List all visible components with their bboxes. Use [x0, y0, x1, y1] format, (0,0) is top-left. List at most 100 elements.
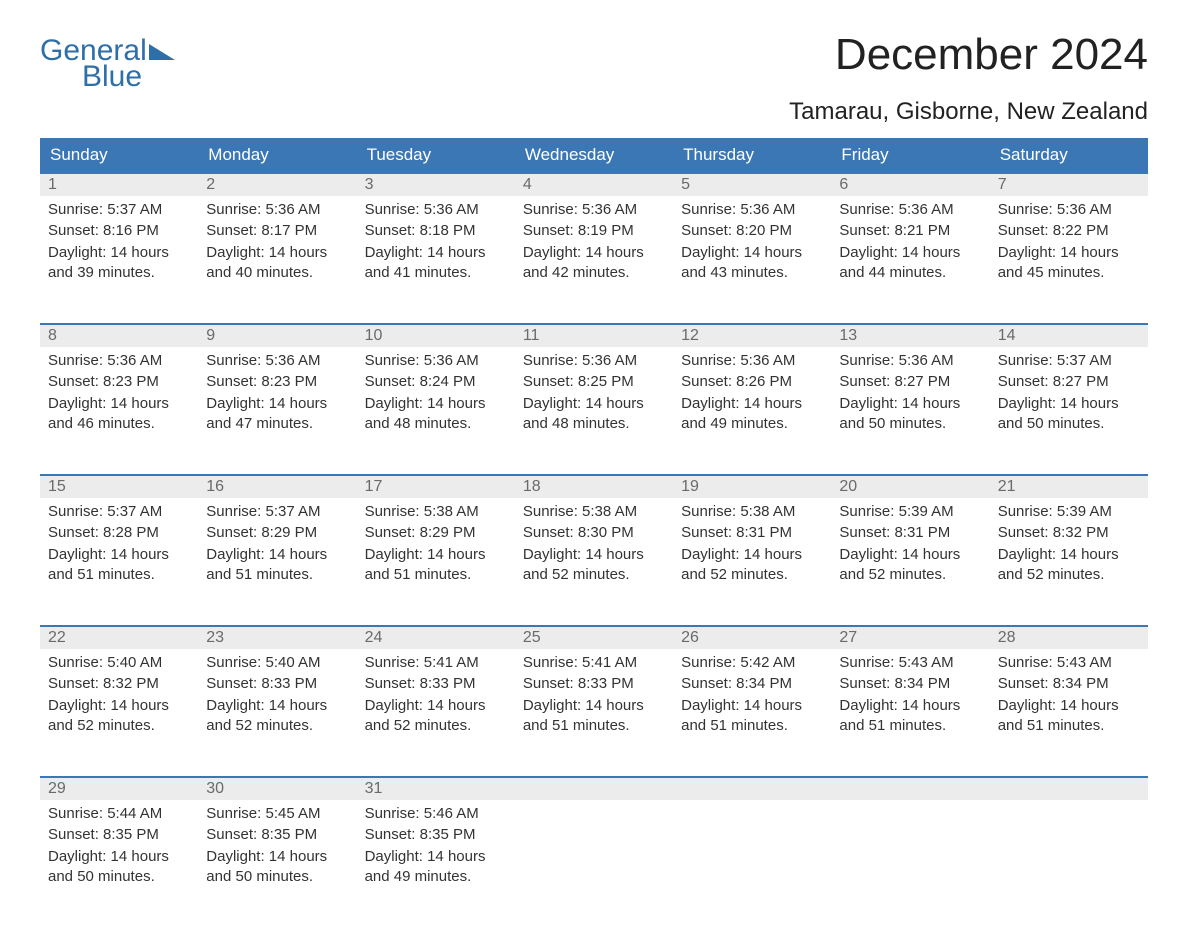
day-number: 1	[40, 173, 198, 196]
sunset-line: Sunset: 8:20 PM	[681, 221, 823, 241]
daylight-line: Daylight: 14 hours and 52 minutes.	[681, 545, 823, 586]
sunset-line: Sunset: 8:22 PM	[998, 221, 1140, 241]
sunrise-line: Sunrise: 5:39 AM	[839, 502, 981, 522]
day-cell: Sunrise: 5:39 AMSunset: 8:32 PMDaylight:…	[990, 498, 1148, 626]
logo-triangle-icon	[149, 44, 175, 60]
sunset-line: Sunset: 8:21 PM	[839, 221, 981, 241]
weekday-header: Wednesday	[515, 138, 673, 173]
sunrise-line: Sunrise: 5:38 AM	[681, 502, 823, 522]
day-details: Sunrise: 5:36 AMSunset: 8:20 PMDaylight:…	[673, 196, 831, 294]
day-cell: Sunrise: 5:36 AMSunset: 8:17 PMDaylight:…	[198, 196, 356, 324]
day-number: 8	[40, 324, 198, 347]
sunrise-line: Sunrise: 5:40 AM	[48, 653, 190, 673]
daylight-line: Daylight: 14 hours and 46 minutes.	[48, 394, 190, 435]
sunrise-line: Sunrise: 5:36 AM	[839, 200, 981, 220]
daylight-line: Daylight: 14 hours and 43 minutes.	[681, 243, 823, 284]
daylight-line: Daylight: 14 hours and 48 minutes.	[365, 394, 507, 435]
day-cell: Sunrise: 5:36 AMSunset: 8:21 PMDaylight:…	[831, 196, 989, 324]
day-cell: Sunrise: 5:40 AMSunset: 8:32 PMDaylight:…	[40, 649, 198, 777]
day-cell: Sunrise: 5:37 AMSunset: 8:28 PMDaylight:…	[40, 498, 198, 626]
daylight-line: Daylight: 14 hours and 40 minutes.	[206, 243, 348, 284]
sunset-line: Sunset: 8:32 PM	[48, 674, 190, 694]
day-cell: Sunrise: 5:39 AMSunset: 8:31 PMDaylight:…	[831, 498, 989, 626]
day-cell: Sunrise: 5:46 AMSunset: 8:35 PMDaylight:…	[357, 800, 515, 928]
day-body-row: Sunrise: 5:44 AMSunset: 8:35 PMDaylight:…	[40, 800, 1148, 928]
day-number	[831, 777, 989, 800]
daylight-line: Daylight: 14 hours and 49 minutes.	[365, 847, 507, 888]
sunset-line: Sunset: 8:31 PM	[839, 523, 981, 543]
day-details: Sunrise: 5:36 AMSunset: 8:19 PMDaylight:…	[515, 196, 673, 294]
daylight-line: Daylight: 14 hours and 50 minutes.	[48, 847, 190, 888]
day-details: Sunrise: 5:36 AMSunset: 8:21 PMDaylight:…	[831, 196, 989, 294]
day-details: Sunrise: 5:39 AMSunset: 8:32 PMDaylight:…	[990, 498, 1148, 596]
sunset-line: Sunset: 8:34 PM	[998, 674, 1140, 694]
sunrise-line: Sunrise: 5:36 AM	[48, 351, 190, 371]
sunset-line: Sunset: 8:33 PM	[365, 674, 507, 694]
daylight-line: Daylight: 14 hours and 51 minutes.	[998, 696, 1140, 737]
sunrise-line: Sunrise: 5:41 AM	[365, 653, 507, 673]
sunset-line: Sunset: 8:29 PM	[206, 523, 348, 543]
day-body-row: Sunrise: 5:36 AMSunset: 8:23 PMDaylight:…	[40, 347, 1148, 475]
day-number: 19	[673, 475, 831, 498]
logo: General Blue	[40, 30, 175, 92]
day-details: Sunrise: 5:36 AMSunset: 8:23 PMDaylight:…	[40, 347, 198, 445]
daylight-line: Daylight: 14 hours and 52 minutes.	[839, 545, 981, 586]
sunrise-line: Sunrise: 5:38 AM	[523, 502, 665, 522]
day-details: Sunrise: 5:38 AMSunset: 8:31 PMDaylight:…	[673, 498, 831, 596]
day-details: Sunrise: 5:37 AMSunset: 8:27 PMDaylight:…	[990, 347, 1148, 445]
sunrise-line: Sunrise: 5:43 AM	[839, 653, 981, 673]
daylight-line: Daylight: 14 hours and 42 minutes.	[523, 243, 665, 284]
weekday-header: Tuesday	[357, 138, 515, 173]
day-details: Sunrise: 5:38 AMSunset: 8:30 PMDaylight:…	[515, 498, 673, 596]
day-number: 30	[198, 777, 356, 800]
sunrise-line: Sunrise: 5:37 AM	[998, 351, 1140, 371]
day-cell: Sunrise: 5:40 AMSunset: 8:33 PMDaylight:…	[198, 649, 356, 777]
day-details: Sunrise: 5:36 AMSunset: 8:25 PMDaylight:…	[515, 347, 673, 445]
day-cell: Sunrise: 5:37 AMSunset: 8:16 PMDaylight:…	[40, 196, 198, 324]
sunrise-line: Sunrise: 5:41 AM	[523, 653, 665, 673]
weekday-header: Friday	[831, 138, 989, 173]
day-number: 12	[673, 324, 831, 347]
day-cell: Sunrise: 5:36 AMSunset: 8:22 PMDaylight:…	[990, 196, 1148, 324]
sunset-line: Sunset: 8:32 PM	[998, 523, 1140, 543]
daylight-line: Daylight: 14 hours and 44 minutes.	[839, 243, 981, 284]
title-block: December 2024 Tamarau, Gisborne, New Zea…	[789, 30, 1148, 126]
sunset-line: Sunset: 8:24 PM	[365, 372, 507, 392]
day-cell	[831, 800, 989, 928]
day-details: Sunrise: 5:37 AMSunset: 8:28 PMDaylight:…	[40, 498, 198, 596]
sunset-line: Sunset: 8:35 PM	[365, 825, 507, 845]
daylight-line: Daylight: 14 hours and 51 minutes.	[365, 545, 507, 586]
day-number: 10	[357, 324, 515, 347]
sunrise-line: Sunrise: 5:36 AM	[365, 351, 507, 371]
sunrise-line: Sunrise: 5:37 AM	[206, 502, 348, 522]
day-cell: Sunrise: 5:36 AMSunset: 8:19 PMDaylight:…	[515, 196, 673, 324]
day-details: Sunrise: 5:39 AMSunset: 8:31 PMDaylight:…	[831, 498, 989, 596]
day-details: Sunrise: 5:36 AMSunset: 8:27 PMDaylight:…	[831, 347, 989, 445]
day-number: 18	[515, 475, 673, 498]
day-details: Sunrise: 5:44 AMSunset: 8:35 PMDaylight:…	[40, 800, 198, 898]
daylight-line: Daylight: 14 hours and 49 minutes.	[681, 394, 823, 435]
day-details: Sunrise: 5:36 AMSunset: 8:24 PMDaylight:…	[357, 347, 515, 445]
sunset-line: Sunset: 8:35 PM	[206, 825, 348, 845]
weekday-header: Saturday	[990, 138, 1148, 173]
sunset-line: Sunset: 8:30 PM	[523, 523, 665, 543]
day-number: 11	[515, 324, 673, 347]
weekday-header: Sunday	[40, 138, 198, 173]
daylight-line: Daylight: 14 hours and 50 minutes.	[998, 394, 1140, 435]
day-number: 28	[990, 626, 1148, 649]
day-number-row: 15161718192021	[40, 475, 1148, 498]
day-cell: Sunrise: 5:36 AMSunset: 8:26 PMDaylight:…	[673, 347, 831, 475]
day-number-row: 1234567	[40, 173, 1148, 196]
daylight-line: Daylight: 14 hours and 48 minutes.	[523, 394, 665, 435]
day-details: Sunrise: 5:43 AMSunset: 8:34 PMDaylight:…	[831, 649, 989, 747]
day-cell: Sunrise: 5:41 AMSunset: 8:33 PMDaylight:…	[515, 649, 673, 777]
day-cell: Sunrise: 5:36 AMSunset: 8:18 PMDaylight:…	[357, 196, 515, 324]
sunset-line: Sunset: 8:25 PM	[523, 372, 665, 392]
day-number: 17	[357, 475, 515, 498]
day-number: 25	[515, 626, 673, 649]
daylight-line: Daylight: 14 hours and 52 minutes.	[523, 545, 665, 586]
sunrise-line: Sunrise: 5:42 AM	[681, 653, 823, 673]
day-details: Sunrise: 5:40 AMSunset: 8:32 PMDaylight:…	[40, 649, 198, 747]
sunrise-line: Sunrise: 5:37 AM	[48, 502, 190, 522]
calendar: Sunday Monday Tuesday Wednesday Thursday…	[40, 138, 1148, 928]
